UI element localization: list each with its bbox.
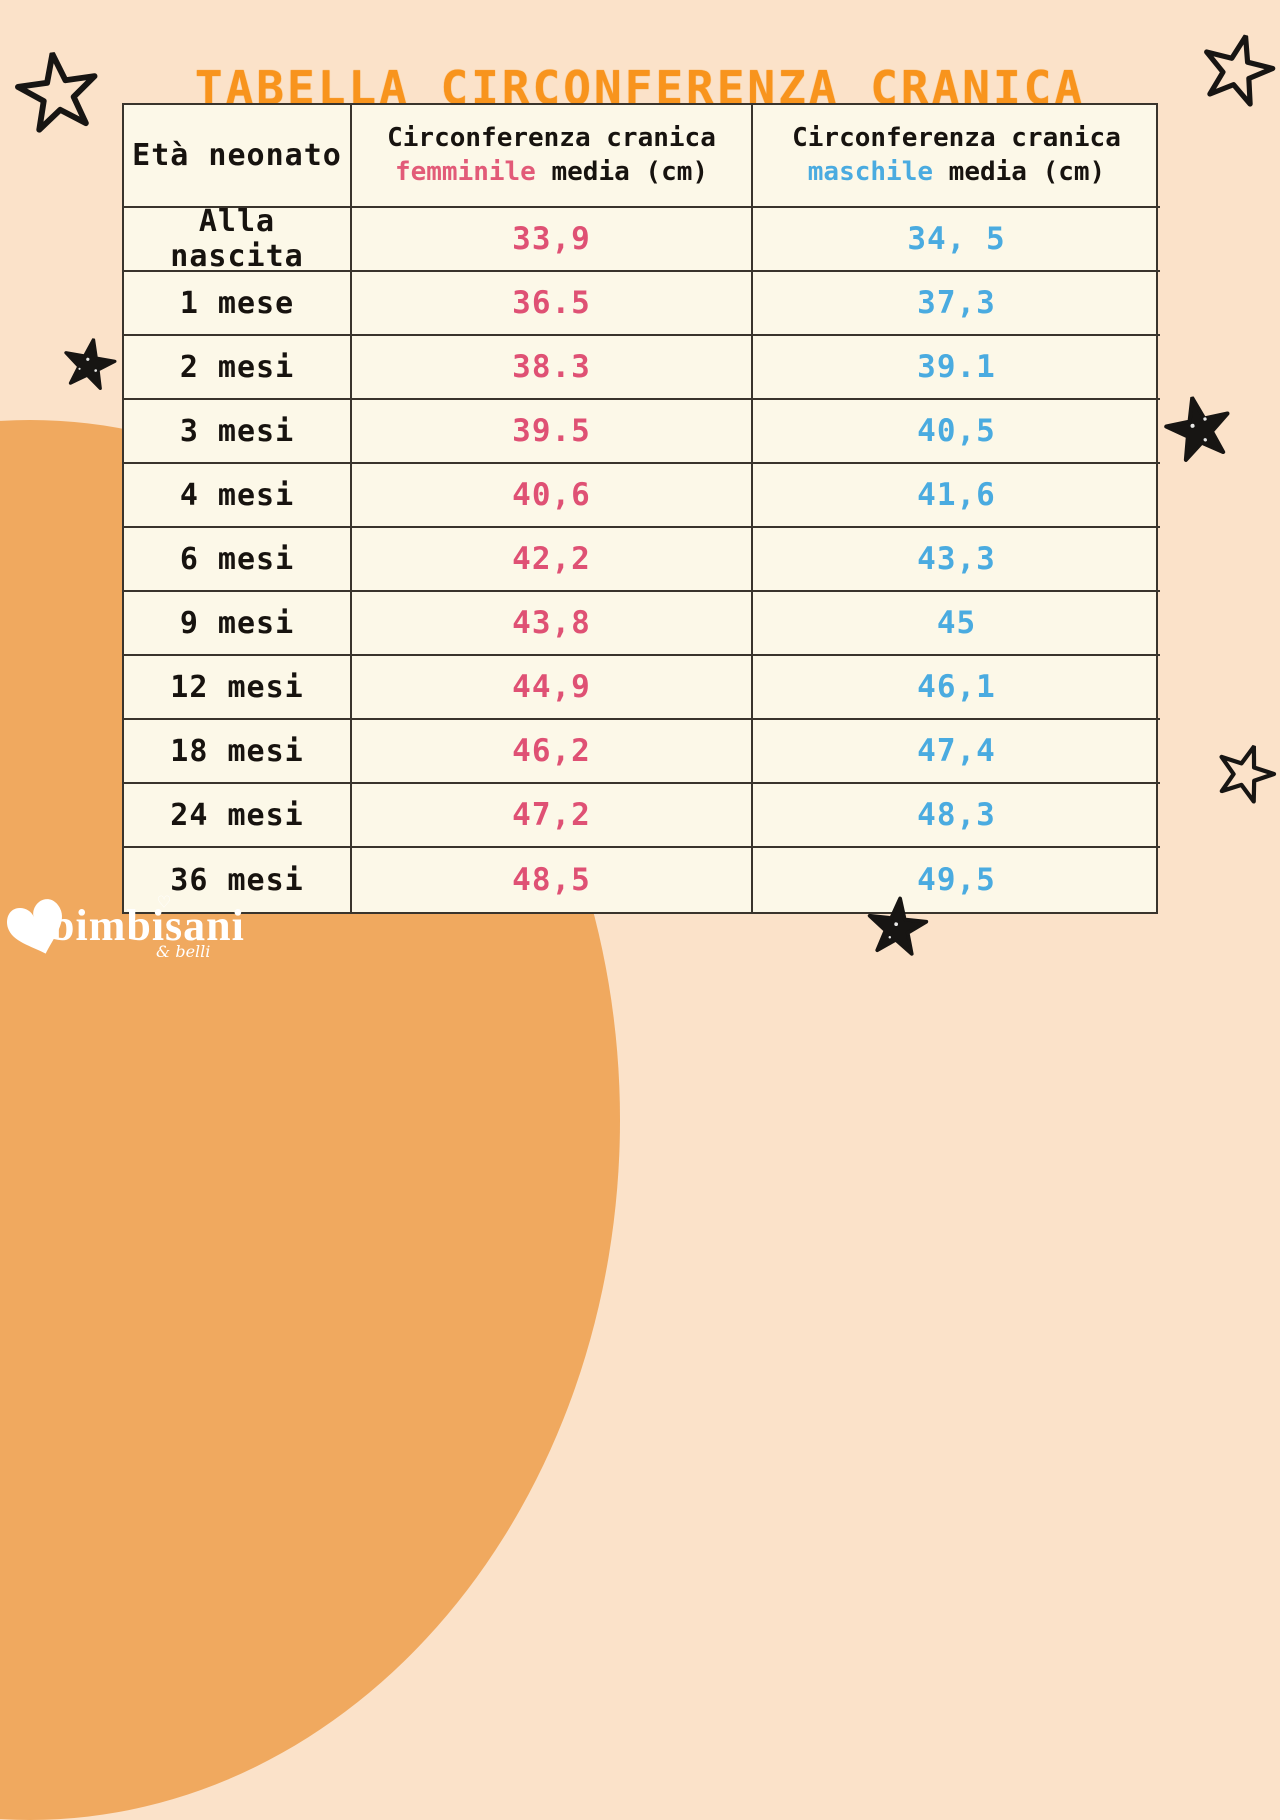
age-cell: 12 mesi xyxy=(124,656,352,720)
male-rest: media (cm) xyxy=(933,156,1106,187)
male-value-cell: 41,6 xyxy=(753,464,1160,528)
star-icon xyxy=(1206,736,1280,812)
male-value-cell: 39.1 xyxy=(753,336,1160,400)
star-icon xyxy=(7,46,110,142)
male-value-cell: 43,3 xyxy=(753,528,1160,592)
age-cell: 36 mesi xyxy=(124,848,352,912)
age-cell: 24 mesi xyxy=(124,784,352,848)
male-value-cell: 49,5 xyxy=(917,862,996,898)
age-cell: 18 mesi xyxy=(124,720,352,784)
male-value-cell: 47,4 xyxy=(753,720,1160,784)
female-value-cell: 46,2 xyxy=(352,720,753,784)
female-value-cell: 48,5 xyxy=(352,848,753,912)
star-icon xyxy=(1156,389,1243,471)
age-cell: 4 mesi xyxy=(124,464,352,528)
age-cell: 9 mesi xyxy=(124,592,352,656)
age-cell: 2 mesi xyxy=(124,336,352,400)
header-female-line1: Circonferenza cranica xyxy=(387,123,716,154)
bimbisani-logo: bimbisani ♡ & belli xyxy=(6,890,266,962)
male-value-cell: 48,3 xyxy=(753,784,1160,848)
female-value-cell: 40,6 xyxy=(352,464,753,528)
header-male-line2: maschile media (cm) xyxy=(808,156,1105,189)
head-circumference-table: Età neonato Circonferenza cranica femmin… xyxy=(122,103,1160,914)
age-cell: 6 mesi xyxy=(124,528,352,592)
female-highlight: femminile xyxy=(394,156,536,187)
header-male-line1: Circonferenza cranica xyxy=(792,123,1121,154)
male-value-cell: 45 xyxy=(753,592,1160,656)
female-value-cell: 42,2 xyxy=(352,528,753,592)
age-cell: Alla nascita xyxy=(124,204,352,274)
female-value-cell: 39.5 xyxy=(352,400,753,464)
female-value-cell: 33,9 xyxy=(352,208,753,272)
female-rest: media (cm) xyxy=(535,156,709,187)
female-value-cell: 47,2 xyxy=(352,784,753,848)
star-icon xyxy=(56,333,122,396)
female-value-cell: 43,8 xyxy=(352,592,753,656)
female-value-cell: 38.3 xyxy=(352,336,753,400)
header-male: Circonferenza cranica maschile media (cm… xyxy=(753,105,1160,208)
female-value-cell: 36.5 xyxy=(352,272,753,336)
male-value-cell: 40,5 xyxy=(753,400,1160,464)
male-value-cell: 34, 5 xyxy=(753,208,1160,272)
header-female-line2: femminile media (cm) xyxy=(395,156,708,189)
heart-icon xyxy=(0,890,75,964)
star-icon xyxy=(863,893,931,963)
male-value-cell: 37,3 xyxy=(753,272,1160,336)
logo-tagline: & belli xyxy=(156,942,211,961)
male-highlight: maschile xyxy=(807,156,934,187)
age-cell: 1 mese xyxy=(124,272,352,336)
header-age: Età neonato xyxy=(124,105,352,208)
female-value-cell: 44,9 xyxy=(352,656,753,720)
male-value-cell: 46,1 xyxy=(753,656,1160,720)
header-female: Circonferenza cranica femminile media (c… xyxy=(352,105,753,208)
age-cell: 3 mesi xyxy=(124,400,352,464)
mini-heart-icon: ♡ xyxy=(158,890,171,914)
star-icon xyxy=(1190,26,1280,117)
logo-wordmark: bimbisani xyxy=(50,901,245,950)
